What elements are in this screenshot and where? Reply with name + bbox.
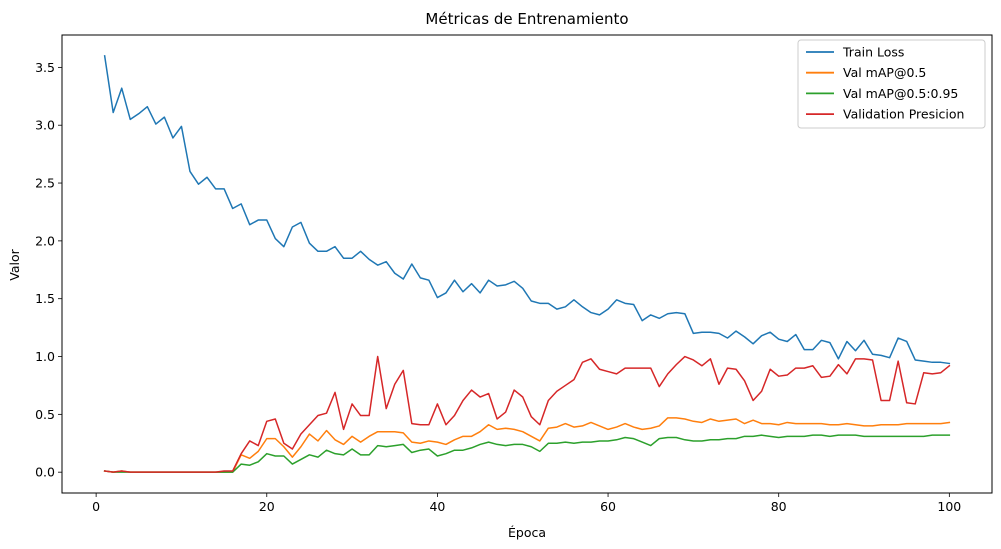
x-tick-label: 60 (600, 499, 616, 514)
legend-label: Val mAP@0.5:0.95 (843, 86, 958, 101)
y-tick-label: 0.5 (35, 407, 55, 422)
y-tick-label: 3.0 (35, 118, 55, 133)
x-tick-label: 100 (937, 499, 961, 514)
x-axis: 0 20 40 60 80 100 (92, 493, 961, 514)
series-line-2 (103, 417, 951, 473)
y-tick-label: 2.0 (35, 233, 55, 248)
x-tick-label: 80 (771, 499, 787, 514)
y-tick-label: 1.0 (35, 349, 55, 364)
plot-series (103, 54, 951, 473)
legend-label: Train Loss (842, 45, 904, 60)
series-line-1 (103, 54, 951, 365)
x-axis-label: Época (508, 525, 546, 540)
y-axis: 0.0 0.5 1.0 1.5 2.0 2.5 3.0 3.5 (35, 60, 62, 480)
y-tick-label: 2.5 (35, 176, 55, 191)
legend-box (797, 39, 986, 129)
legend-label: Validation Presicion (843, 107, 964, 122)
y-axis-label: Valor (7, 248, 22, 280)
series-line-4 (103, 355, 951, 473)
x-tick-label: 40 (429, 499, 445, 514)
legend: Train Loss Val mAP@0.5 Val mAP@0.5:0.95 Val… (797, 39, 986, 129)
series-line-3 (103, 434, 951, 473)
x-tick-label: 0 (92, 499, 100, 514)
y-tick-label: 3.5 (35, 60, 55, 75)
y-tick-label: 0.0 (35, 465, 55, 480)
legend-label: Val mAP@0.5 (843, 65, 926, 80)
y-tick-label: 1.5 (35, 291, 55, 306)
chart-title: Métricas de Entrenamiento (425, 10, 628, 28)
x-tick-label: 20 (259, 499, 275, 514)
plot-frame (61, 34, 993, 494)
